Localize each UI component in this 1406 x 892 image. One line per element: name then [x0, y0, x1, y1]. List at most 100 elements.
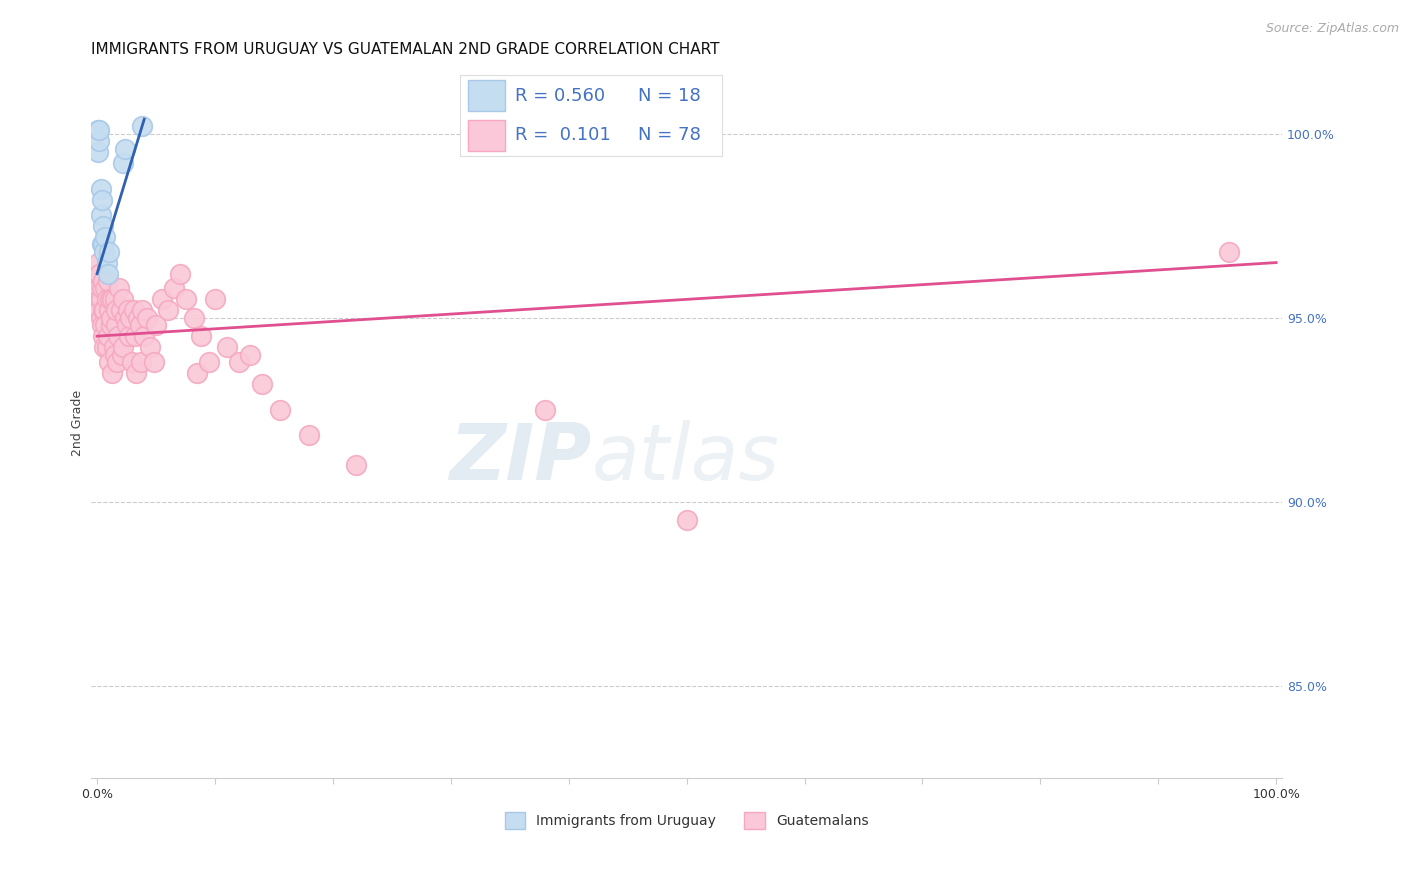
Point [104, 318, 127, 332]
Point [346, 458, 368, 472]
Point [97, 355, 120, 369]
Text: atlas: atlas [592, 420, 779, 496]
Point [125, 366, 148, 380]
Point [183, 310, 205, 325]
Point [215, 340, 238, 354]
Point [131, 303, 153, 318]
Point [90, 208, 112, 222]
Text: Source: ZipAtlas.com: Source: ZipAtlas.com [1265, 22, 1399, 36]
Point [91, 329, 114, 343]
Point [104, 347, 127, 361]
Point [128, 318, 150, 332]
Text: IMMIGRANTS FROM URUGUAY VS GUATEMALAN 2ND GRADE CORRELATION CHART: IMMIGRANTS FROM URUGUAY VS GUATEMALAN 2N… [91, 42, 720, 57]
Point [89, 281, 111, 295]
Point [89, 303, 111, 318]
Point [90, 237, 112, 252]
Point [87, 274, 110, 288]
Point [97, 274, 120, 288]
Point [135, 310, 157, 325]
Y-axis label: 2nd Grade: 2nd Grade [72, 390, 84, 456]
Point [122, 303, 145, 318]
Point [90, 193, 112, 207]
Point [198, 355, 221, 369]
Point [93, 303, 115, 318]
Text: ZIP: ZIP [449, 420, 592, 496]
Point [169, 267, 191, 281]
Point [118, 329, 141, 343]
Point [97, 244, 120, 259]
Point [298, 428, 321, 442]
Point [89, 267, 111, 281]
Legend: Immigrants from Uruguay, Guatemalans: Immigrants from Uruguay, Guatemalans [499, 806, 875, 835]
Point [111, 340, 134, 354]
Point [94, 281, 117, 295]
Point [98, 293, 121, 307]
Point [87, 123, 110, 137]
Point [104, 303, 127, 318]
Point [100, 310, 122, 325]
Point [96, 340, 118, 354]
Point [90, 310, 112, 325]
Point [93, 340, 115, 354]
Point [90, 293, 112, 307]
Point [100, 318, 122, 332]
Point [90, 182, 112, 196]
Point [124, 329, 146, 343]
Point [87, 255, 110, 269]
Point [239, 347, 262, 361]
Point [103, 340, 125, 354]
Point [145, 318, 167, 332]
Point [250, 376, 273, 391]
Point [90, 318, 112, 332]
Point [163, 281, 186, 295]
Point [139, 340, 162, 354]
Point [97, 329, 120, 343]
Point [93, 244, 115, 259]
Point [96, 255, 118, 269]
Point [120, 310, 142, 325]
Point [105, 355, 128, 369]
Point [87, 293, 110, 307]
Point [134, 329, 156, 343]
Point [131, 120, 153, 134]
Point [675, 513, 697, 527]
Point [89, 123, 111, 137]
Point [87, 145, 110, 160]
Point [129, 355, 152, 369]
Point [204, 293, 226, 307]
Point [174, 293, 197, 307]
Point [101, 366, 124, 380]
Point [97, 267, 120, 281]
Point [111, 156, 134, 170]
Point [94, 318, 117, 332]
Point [115, 318, 138, 332]
Point [107, 329, 129, 343]
Point [142, 355, 165, 369]
Point [190, 329, 212, 343]
Point [111, 293, 134, 307]
Point [534, 402, 557, 417]
Point [1218, 244, 1240, 259]
Point [91, 237, 114, 252]
Point [110, 303, 132, 318]
Point [114, 310, 136, 325]
Point [96, 293, 118, 307]
Point [91, 219, 114, 233]
Point [94, 230, 117, 244]
Point [269, 402, 291, 417]
Point [121, 355, 143, 369]
Point [89, 134, 111, 148]
Point [104, 293, 127, 307]
Point [156, 303, 179, 318]
Point [101, 293, 124, 307]
Point [186, 366, 208, 380]
Point [91, 274, 114, 288]
Point [114, 142, 136, 156]
Point [111, 347, 134, 361]
Point [117, 303, 139, 318]
Point [91, 303, 114, 318]
Point [228, 355, 250, 369]
Point [90, 281, 112, 295]
Point [127, 310, 149, 325]
Point [150, 293, 173, 307]
